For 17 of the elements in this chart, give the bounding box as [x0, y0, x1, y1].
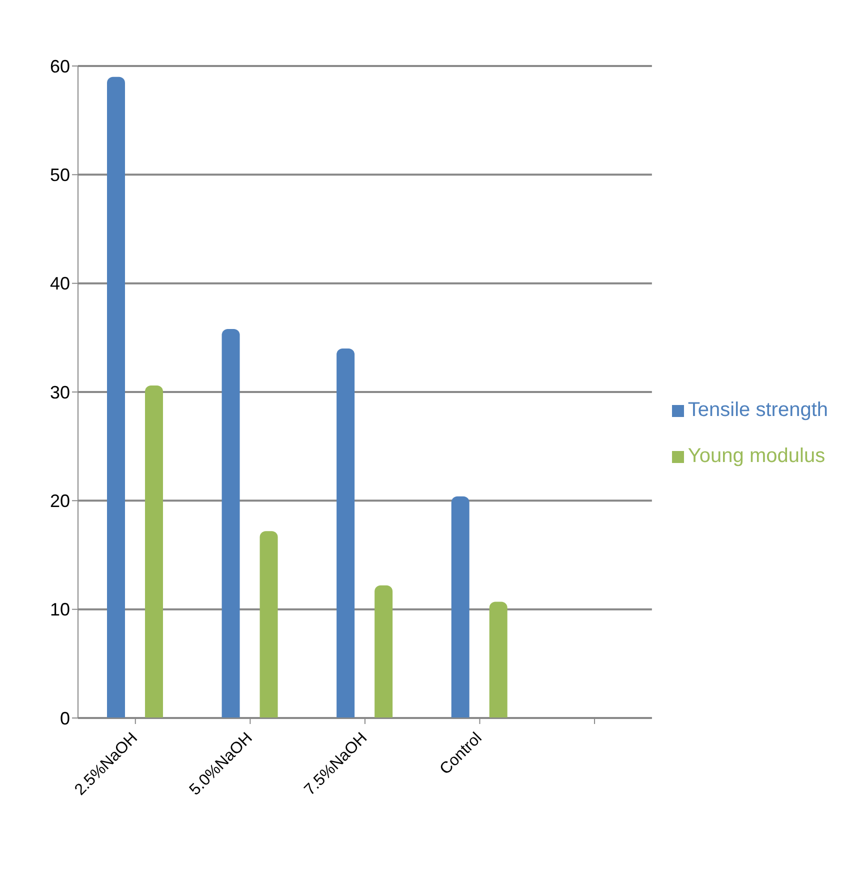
bar: [260, 531, 278, 718]
y-tick-label: 60: [50, 56, 70, 76]
bar: [374, 585, 393, 718]
y-tick-label: 30: [50, 382, 70, 402]
legend-label: Young modulus: [688, 445, 826, 467]
bar: [489, 602, 508, 718]
legend-label: Tensile strength: [688, 399, 828, 421]
y-tick-label: 20: [50, 491, 70, 512]
y-tick-label: 40: [50, 274, 70, 294]
bar: [222, 328, 240, 718]
y-tick-label: 10: [50, 600, 70, 620]
bar: [451, 496, 470, 718]
bar: [336, 348, 355, 718]
bar: [107, 76, 125, 718]
bar: [145, 385, 163, 718]
y-tick-label: 0: [60, 708, 70, 728]
y-tick-label: 50: [50, 165, 70, 186]
